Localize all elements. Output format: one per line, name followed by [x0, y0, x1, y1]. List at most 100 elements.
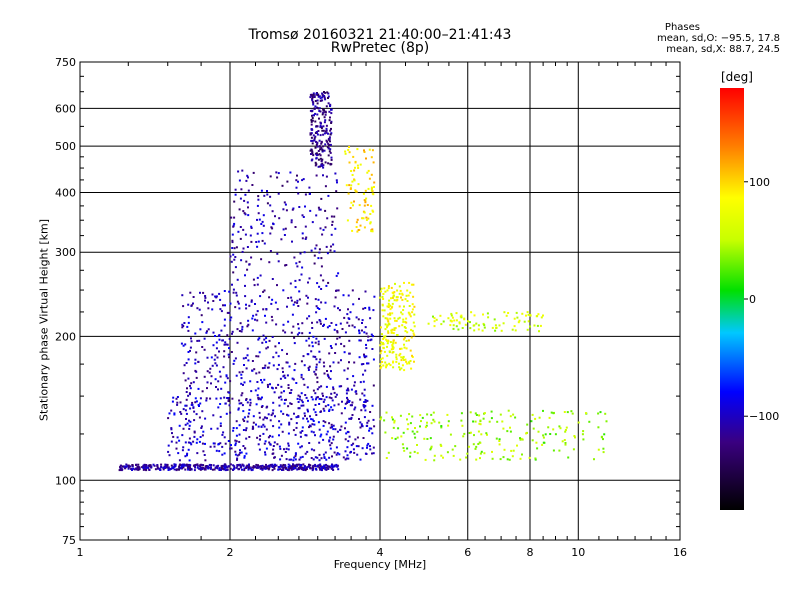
- echo-point: [329, 365, 332, 368]
- echo-point: [228, 290, 231, 293]
- echo-point: [284, 451, 287, 453]
- echo-point: [321, 233, 324, 236]
- x-tick-label: 16: [673, 546, 687, 559]
- echo-point: [264, 467, 267, 470]
- echo-point: [469, 411, 472, 414]
- echo-point: [361, 392, 364, 395]
- echo-point: [322, 174, 324, 177]
- echo-point: [310, 93, 313, 96]
- echo-point: [271, 210, 274, 213]
- echo-point: [521, 312, 524, 315]
- echo-point: [348, 184, 351, 187]
- echo-point: [257, 195, 260, 198]
- echo-point: [240, 382, 243, 385]
- echo-point: [405, 317, 408, 320]
- echo-point: [247, 468, 250, 471]
- echo-point: [405, 360, 408, 363]
- colorbar: [720, 88, 744, 510]
- echo-point: [125, 463, 128, 466]
- echo-point: [316, 456, 319, 459]
- echo-point: [331, 408, 334, 411]
- echo-point: [184, 441, 187, 444]
- echo-point: [238, 371, 241, 374]
- echo-point: [302, 404, 305, 407]
- echo-point: [323, 96, 326, 99]
- echo-point: [269, 195, 272, 198]
- echo-point: [423, 437, 426, 440]
- echo-point: [309, 415, 311, 418]
- echo-point: [333, 404, 336, 407]
- echo-point: [254, 303, 256, 305]
- echo-point: [280, 423, 283, 426]
- echo-point: [320, 122, 322, 125]
- echo-point: [188, 465, 191, 468]
- echo-point: [407, 339, 410, 342]
- echo-point: [353, 384, 356, 387]
- y-tick-label: 750: [55, 56, 76, 69]
- echo-point: [477, 443, 480, 445]
- echo-point: [315, 131, 318, 133]
- echo-point: [248, 304, 251, 307]
- echo-point: [256, 204, 259, 207]
- echo-point: [302, 178, 305, 181]
- echo-point: [335, 463, 338, 466]
- echo-point: [195, 370, 198, 373]
- echo-point: [419, 414, 422, 417]
- echo-point: [404, 298, 407, 301]
- echo-point: [271, 464, 274, 467]
- echo-point: [332, 438, 335, 441]
- echo-point: [251, 329, 254, 332]
- echo-point: [359, 398, 362, 401]
- echo-point: [287, 442, 290, 445]
- echo-point: [329, 377, 332, 380]
- echo-point: [267, 413, 270, 416]
- echo-point: [320, 141, 323, 144]
- echo-point: [187, 329, 190, 332]
- echo-point: [272, 448, 275, 451]
- echo-point: [369, 317, 372, 320]
- echo-point: [265, 321, 268, 324]
- echo-point: [235, 294, 238, 297]
- echo-point: [300, 373, 303, 376]
- echo-point: [232, 429, 235, 432]
- echo-point: [335, 323, 338, 326]
- echo-point: [392, 332, 395, 335]
- echo-point: [307, 399, 309, 402]
- echo-point: [293, 336, 296, 339]
- echo-point: [213, 468, 216, 471]
- y-tick-label: 75: [62, 534, 76, 547]
- echo-point: [361, 217, 364, 220]
- echo-point: [209, 445, 212, 448]
- echo-point: [475, 445, 478, 448]
- echo-point: [346, 454, 349, 457]
- echo-point: [240, 188, 243, 191]
- echo-point: [324, 405, 327, 408]
- echo-point: [323, 149, 326, 152]
- echo-point: [410, 283, 413, 286]
- echo-point: [521, 453, 523, 456]
- echo-point: [315, 163, 318, 166]
- x-tick-label: 10: [571, 546, 585, 559]
- echo-point: [241, 404, 244, 407]
- echo-point: [299, 456, 302, 459]
- echo-point: [387, 285, 390, 288]
- echo-point: [413, 450, 416, 453]
- echo-point: [433, 420, 436, 423]
- echo-point: [368, 427, 371, 430]
- echo-point: [162, 467, 165, 469]
- echo-point: [309, 209, 312, 212]
- echo-point: [322, 111, 325, 114]
- echo-point: [313, 449, 316, 452]
- echo-point: [316, 133, 319, 136]
- echo-point: [372, 446, 375, 449]
- echo-point: [308, 331, 311, 334]
- echo-point: [457, 328, 460, 331]
- echo-point: [364, 307, 367, 309]
- echo-point: [542, 314, 544, 317]
- echo-point: [326, 430, 329, 433]
- echo-point: [245, 467, 248, 469]
- echo-point: [297, 401, 300, 403]
- echo-point: [215, 295, 218, 298]
- echo-point: [315, 154, 318, 157]
- echo-point: [494, 329, 497, 332]
